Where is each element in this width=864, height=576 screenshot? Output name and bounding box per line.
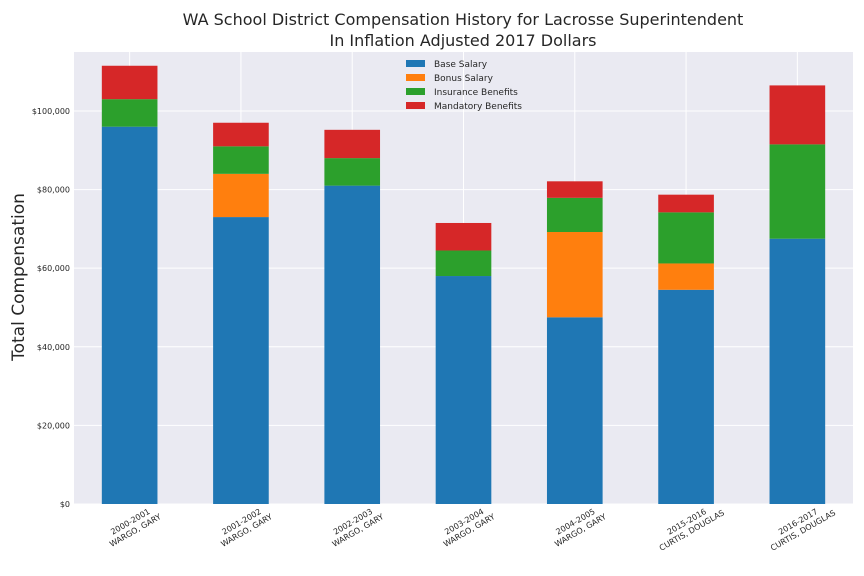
legend-swatch — [406, 88, 425, 95]
y-axis-label: Total Compensation — [9, 193, 29, 362]
bar-segment — [546, 317, 603, 504]
x-tick-label: 2003-2004WARGO, GARY — [437, 503, 497, 548]
legend-label: Insurance Benefits — [434, 88, 518, 98]
legend-swatch — [406, 74, 425, 81]
bar-segment — [101, 126, 158, 505]
bar-segment — [769, 238, 826, 504]
legend-swatch — [406, 60, 425, 67]
legend-label: Base Salary — [434, 60, 488, 70]
legend-label: Mandatory Benefits — [434, 102, 522, 112]
legend-swatch — [406, 102, 425, 109]
bar-segment — [213, 217, 269, 505]
bar-segment — [658, 289, 714, 504]
bar-segment — [213, 173, 269, 218]
bar-segment — [546, 181, 603, 198]
bar-segment — [658, 194, 714, 213]
x-tick-label: 2016-2017CURTIS, DOUGLAS — [764, 500, 837, 553]
bar-segment — [658, 263, 714, 290]
bar-segment — [658, 212, 714, 264]
x-tick-label: 2000-2001WARGO, GARY — [103, 503, 163, 548]
y-tick-label: $80,000 — [37, 186, 70, 195]
plot-area: $0 $20,000 $40,000 $60,000 $80,000 $100,000 20… — [32, 52, 853, 553]
legend: Base Salary Bonus Salary Insurance Benefit… — [406, 60, 522, 112]
bar-segment — [546, 197, 603, 233]
bar-segment — [435, 222, 492, 251]
x-tick-label: 2015-2016CURTIS, DOUGLAS — [653, 500, 726, 553]
chart-title: WA School District Compensation History … — [183, 10, 744, 29]
bar-segment — [435, 276, 492, 504]
bar-segment — [435, 250, 492, 277]
y-tick-label: $40,000 — [37, 343, 70, 352]
bar-segment — [324, 129, 381, 159]
bar-segment — [213, 122, 269, 147]
y-tick-label: $0 — [60, 500, 70, 509]
legend-label: Bonus Salary — [434, 74, 494, 84]
bar-segment — [769, 85, 826, 145]
chart-subtitle: In Inflation Adjusted 2017 Dollars — [329, 31, 596, 50]
bar-segment — [213, 146, 269, 174]
bar-segment — [769, 144, 826, 239]
x-tick-label: 2004-2005WARGO, GARY — [548, 503, 608, 548]
y-tick-label: $100,000 — [32, 107, 70, 116]
bar-segment — [324, 185, 381, 505]
bar-segment — [101, 99, 158, 127]
bar-segment — [101, 65, 158, 100]
bar-segment — [324, 158, 381, 186]
bar-segment — [546, 232, 603, 318]
x-tick-label: 2002-2003WARGO, GARY — [326, 503, 386, 548]
y-tick-label: $20,000 — [37, 421, 70, 430]
x-tick-label: 2001-2002WARGO, GARY — [214, 503, 274, 548]
y-tick-label: $60,000 — [37, 264, 70, 273]
